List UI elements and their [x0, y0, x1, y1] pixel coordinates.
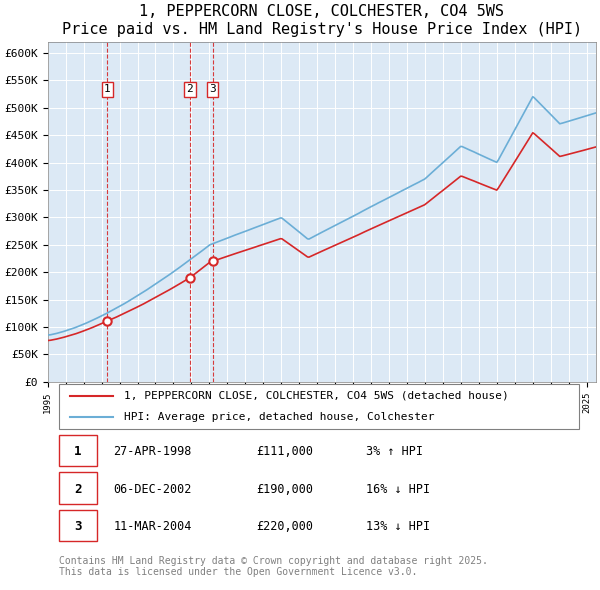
FancyBboxPatch shape: [59, 473, 97, 504]
FancyBboxPatch shape: [59, 510, 97, 542]
Text: £111,000: £111,000: [256, 445, 313, 458]
Text: 13% ↓ HPI: 13% ↓ HPI: [365, 520, 430, 533]
FancyBboxPatch shape: [59, 384, 580, 429]
Text: £190,000: £190,000: [256, 483, 313, 496]
Text: 2: 2: [187, 84, 193, 94]
Text: 3: 3: [209, 84, 216, 94]
Text: 3: 3: [74, 520, 82, 533]
Text: 06-DEC-2002: 06-DEC-2002: [113, 483, 192, 496]
Text: 16% ↓ HPI: 16% ↓ HPI: [365, 483, 430, 496]
Text: 1, PEPPERCORN CLOSE, COLCHESTER, CO4 5WS (detached house): 1, PEPPERCORN CLOSE, COLCHESTER, CO4 5WS…: [124, 391, 509, 401]
Text: 11-MAR-2004: 11-MAR-2004: [113, 520, 192, 533]
Text: 27-APR-1998: 27-APR-1998: [113, 445, 192, 458]
Text: 1: 1: [74, 445, 82, 458]
Text: £220,000: £220,000: [256, 520, 313, 533]
Text: Contains HM Land Registry data © Crown copyright and database right 2025.
This d: Contains HM Land Registry data © Crown c…: [59, 556, 487, 577]
Text: 3% ↑ HPI: 3% ↑ HPI: [365, 445, 422, 458]
FancyBboxPatch shape: [59, 435, 97, 466]
Text: HPI: Average price, detached house, Colchester: HPI: Average price, detached house, Colc…: [124, 412, 435, 422]
Text: 1: 1: [104, 84, 110, 94]
Title: 1, PEPPERCORN CLOSE, COLCHESTER, CO4 5WS
Price paid vs. HM Land Registry's House: 1, PEPPERCORN CLOSE, COLCHESTER, CO4 5WS…: [62, 4, 582, 37]
Text: 2: 2: [74, 483, 82, 496]
